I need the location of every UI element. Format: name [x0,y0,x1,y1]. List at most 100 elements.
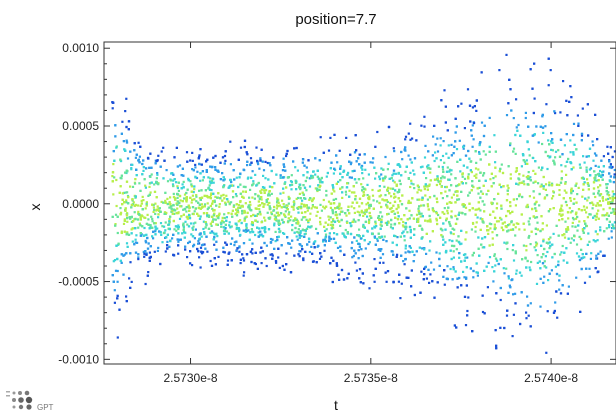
density-cell [534,172,537,175]
density-cell [163,212,166,215]
density-cell [339,179,342,182]
density-cell [511,228,514,231]
density-cell [607,152,610,155]
density-cell [308,237,311,240]
density-cell [114,223,117,226]
density-cell [196,170,199,173]
density-cell [423,273,426,276]
density-cell [193,185,196,188]
density-cell [464,253,467,256]
density-cell [217,214,221,217]
density-cell [455,239,458,242]
density-cell [567,217,570,220]
density-cell [355,239,358,242]
density-cell [372,199,375,202]
density-cell [421,198,424,201]
density-cell [524,256,527,259]
density-cell [442,275,445,278]
density-cell [416,191,419,194]
density-cell [575,243,579,246]
density-cell [147,157,150,160]
density-cell [385,280,388,283]
density-cell [463,295,467,298]
density-cell [137,210,140,213]
density-cell [553,110,556,113]
density-cell [426,165,429,168]
density-cell [192,169,195,172]
density-cell [445,152,448,155]
density-cell [128,277,131,280]
density-cell [515,222,518,225]
density-cell [132,201,135,204]
density-cell [271,257,274,260]
density-cell [384,194,387,197]
density-cell [135,234,138,237]
density-cell [287,195,290,198]
density-cell [203,203,207,206]
density-cell [251,230,254,233]
density-cell [527,236,530,239]
density-cell [256,226,259,229]
density-cell [423,248,426,251]
density-cell [136,241,139,244]
density-cell [419,215,422,218]
density-cell [313,241,316,244]
density-cell [286,176,290,179]
density-cell [164,201,167,204]
density-cell [479,158,482,161]
density-cell [502,267,505,270]
density-cell [130,220,133,223]
density-cell [187,179,190,182]
density-cell [454,214,457,218]
density-cell [264,257,267,260]
density-cell [608,179,611,182]
density-cell [182,222,185,225]
density-cell [176,200,179,203]
density-cell [428,184,431,187]
density-cell [168,201,171,204]
density-cell [300,245,303,248]
density-cell [467,177,470,180]
density-cell [273,182,276,185]
density-cell [172,195,176,199]
density-cell [273,214,276,217]
density-cell [573,143,576,146]
density-cell [178,238,181,241]
density-cell [323,244,326,247]
density-cell [499,167,502,170]
density-cell [139,232,142,235]
density-cell [316,188,319,192]
density-cell [268,190,271,193]
density-cell [595,179,598,182]
density-cell [287,217,290,220]
density-cell [268,162,271,165]
density-cell [352,185,355,188]
density-cell [219,221,223,224]
density-cell [542,131,545,134]
density-cell [534,232,538,236]
density-cell [187,241,190,245]
density-cell [557,149,560,152]
density-cell [405,226,408,229]
density-cell [210,189,213,192]
density-cell [431,230,434,233]
density-cell [569,199,572,202]
density-cell [213,243,216,246]
density-cell [437,180,440,183]
density-cell [495,344,498,347]
density-cell [553,163,556,166]
density-cell [423,247,426,250]
density-cell [239,258,242,261]
density-cell [592,239,595,242]
density-cell [445,217,448,220]
density-cell [554,301,557,304]
density-cell [503,221,506,224]
density-cell [112,163,115,166]
density-cell [572,122,576,125]
density-cell [191,151,194,154]
density-cell [204,221,207,224]
density-cell [349,163,352,166]
density-cell [361,211,364,214]
density-cell [124,207,127,210]
density-cell [395,184,398,187]
